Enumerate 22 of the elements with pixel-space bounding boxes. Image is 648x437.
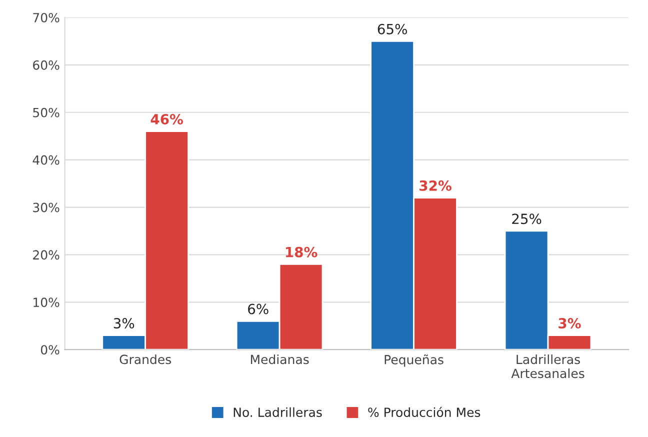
- data-label: 3%: [114, 318, 134, 329]
- y-tick-label: 60%: [33, 60, 60, 70]
- y-tick-label: 70%: [33, 12, 60, 22]
- x-tick-label: Medianas: [250, 354, 309, 364]
- y-tick-label: 30%: [33, 202, 60, 212]
- y-tick-label: 50%: [33, 108, 60, 118]
- data-label: 3%: [558, 318, 581, 329]
- y-tick-label: 0%: [40, 345, 60, 355]
- data-label: 18%: [286, 246, 318, 258]
- y-tick-label: 10%: [34, 298, 60, 308]
- x-tick-label: Ladrilleras Artesanales: [511, 354, 584, 378]
- data-label: 32%: [420, 180, 452, 191]
- x-tick-label: Pequeñas: [384, 354, 444, 367]
- legend-label: % Producción Mes: [368, 406, 480, 418]
- y-tick-label: 40%: [32, 155, 60, 165]
- data-label: 25%: [512, 214, 542, 224]
- x-tick-label: Grandes: [120, 354, 171, 364]
- data-label: 65%: [378, 24, 407, 34]
- data-label: 46%: [150, 114, 183, 124]
- legend-label: No. Ladrilleras: [234, 407, 322, 418]
- y-tick-label: 20%: [33, 250, 60, 260]
- data-label: 6%: [248, 304, 268, 314]
